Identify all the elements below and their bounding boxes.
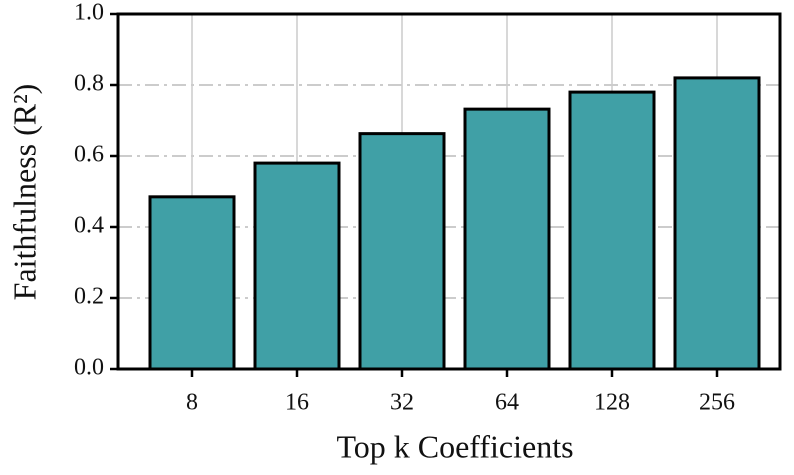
y-tick-label: 1.0: [74, 0, 104, 26]
bar: [148, 195, 236, 371]
bar: [568, 90, 656, 371]
x-tick-label: 128: [594, 390, 630, 416]
x-axis-label: Top k Coefficients: [336, 428, 573, 464]
y-tick-label: 0.4: [74, 213, 104, 239]
x-tick-label: 16: [285, 390, 309, 416]
plot-frame: [116, 12, 782, 371]
bar: [673, 76, 761, 371]
y-tick-label: 0.0: [74, 355, 104, 381]
y-tick-label: 0.8: [74, 71, 104, 97]
x-tick-label: 64: [495, 390, 519, 416]
bar: [358, 132, 446, 371]
y-axis-label: Faithfulness (R²): [6, 84, 42, 301]
x-tick-label: 32: [390, 390, 414, 416]
x-tick-label: 8: [186, 390, 198, 416]
x-tick-label: 256: [699, 390, 735, 416]
y-tick-label: 0.2: [74, 284, 104, 310]
bar: [253, 161, 341, 371]
bar: [463, 107, 551, 371]
y-tick-label: 0.6: [74, 142, 104, 168]
